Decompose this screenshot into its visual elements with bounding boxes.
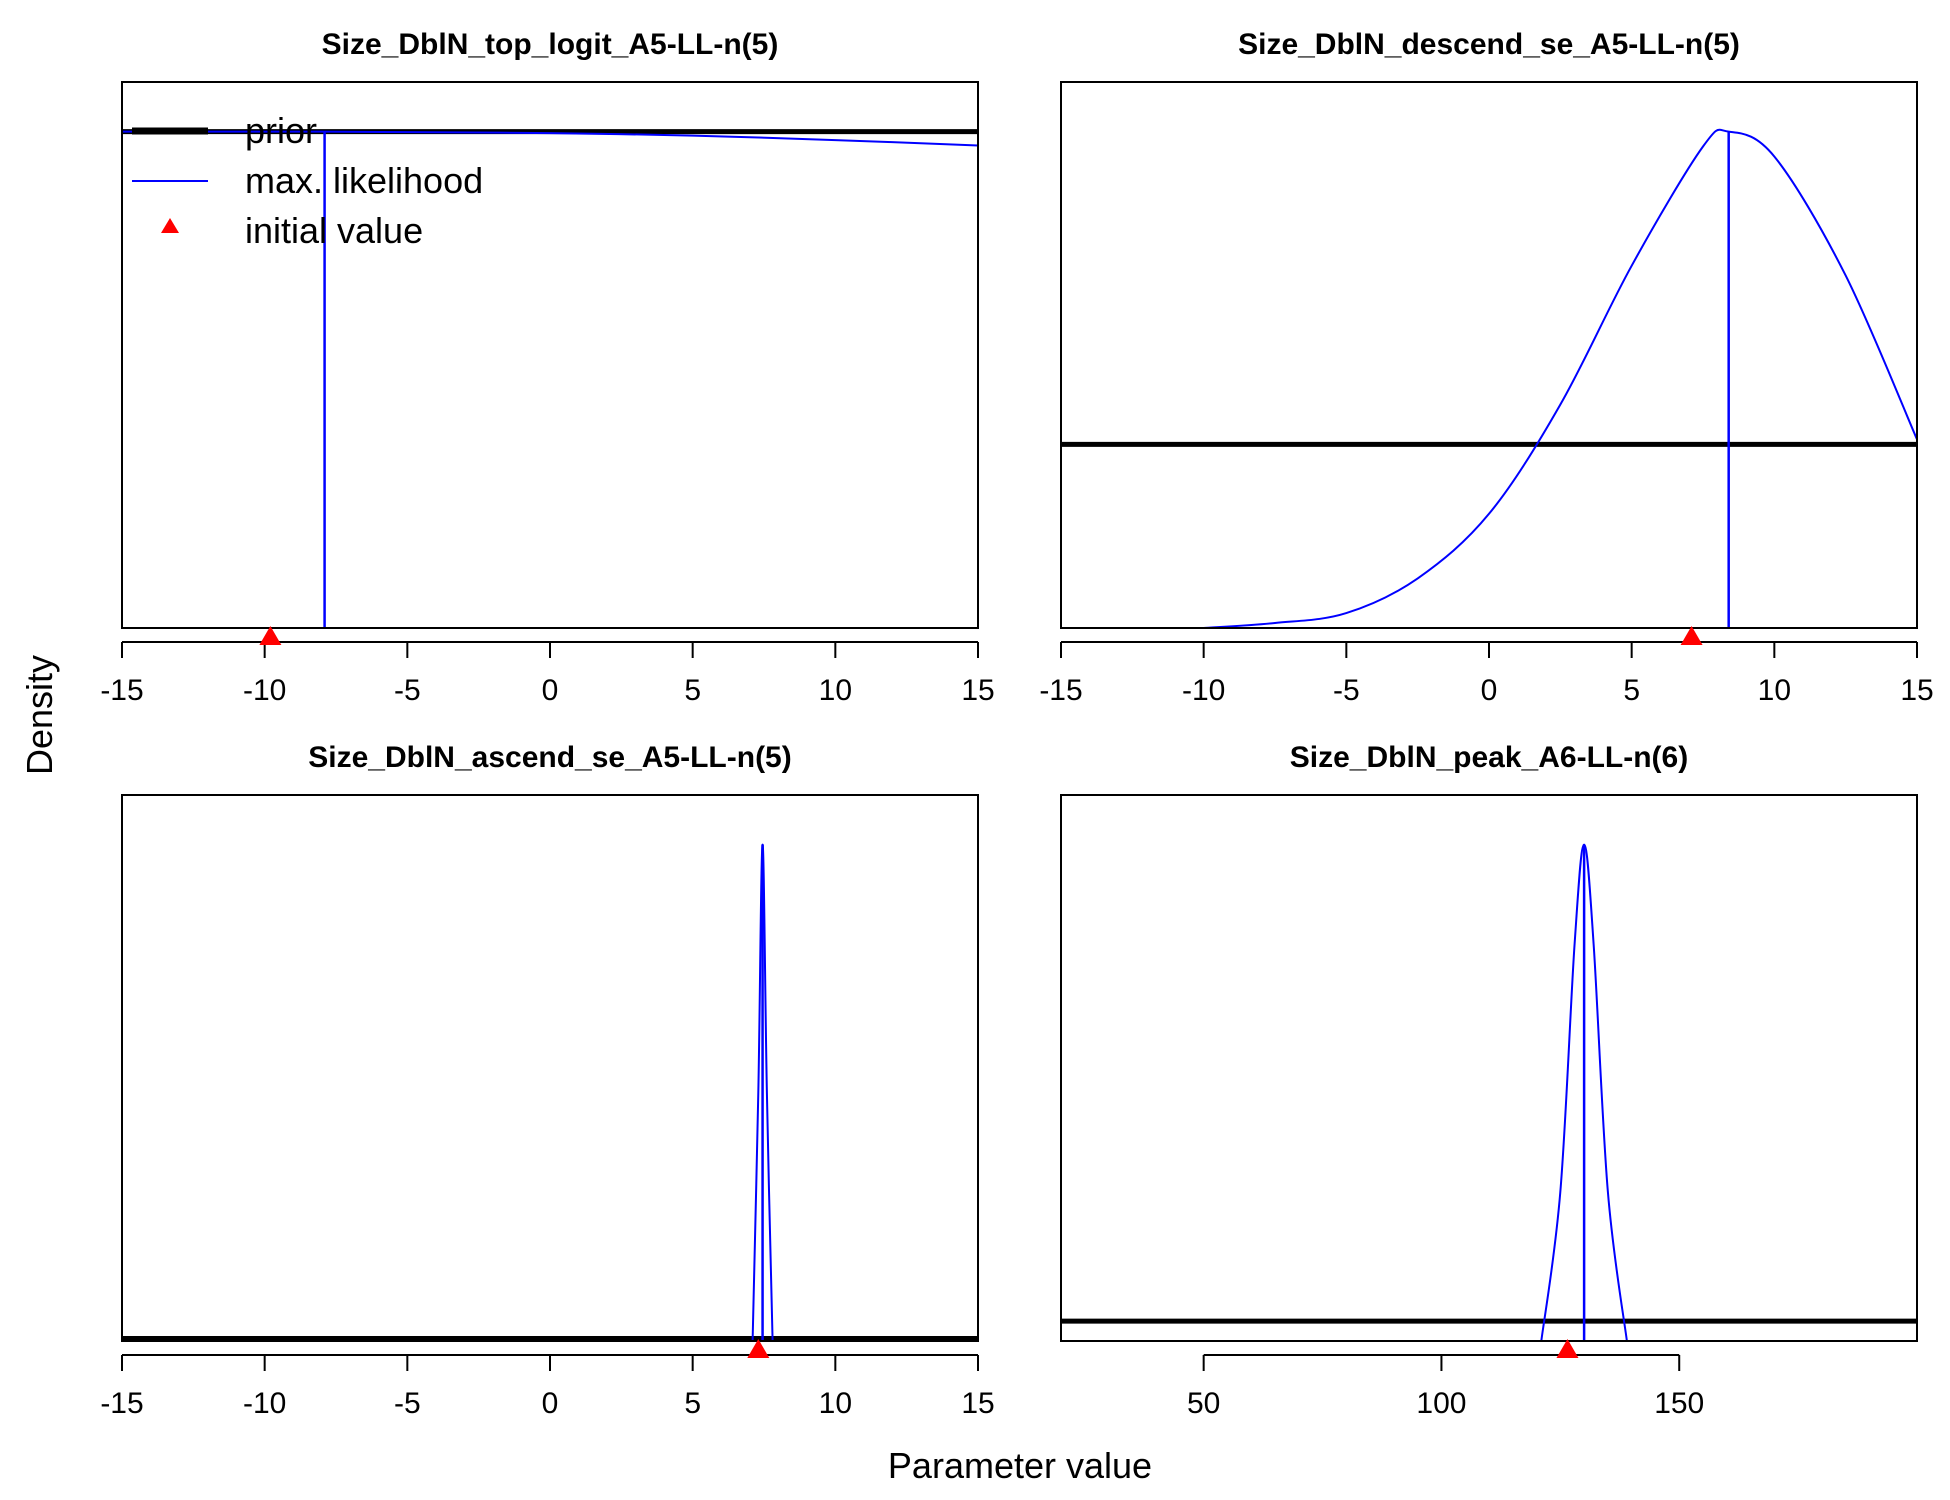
x-tick-label: -15 (100, 1387, 143, 1420)
x-tick-label: 10 (819, 1387, 852, 1420)
plot-area (1061, 843, 1917, 1341)
x-tick-label: 5 (684, 1387, 701, 1420)
x-tick-label: 10 (819, 674, 852, 707)
plot-area (122, 843, 978, 1341)
initial-value-marker (747, 1339, 770, 1358)
x-tick-label: 15 (1900, 674, 1933, 707)
x-axis: -15 -10 -5 0 5 10 15 (100, 641, 995, 707)
panel-title: Size_DblN_descend_se_A5-LL-n(5) (1238, 28, 1740, 61)
x-axis-label: Parameter value (888, 1445, 1152, 1486)
x-tick-label: 0 (1481, 674, 1498, 707)
mle-curve (122, 130, 978, 147)
plot-frame (121, 81, 979, 629)
initial-value-marker (1680, 626, 1703, 645)
initial-value-marker (259, 626, 282, 645)
x-tick-label: 15 (961, 1387, 994, 1420)
x-axis: 50 100 150 (1187, 1354, 1704, 1420)
x-tick-label: 50 (1187, 1387, 1220, 1420)
x-tick-label: 15 (961, 674, 994, 707)
panel-top-logit: Size_DblN_top_logit_A5-LL-n(5) -15 -10 -5 0 5… (100, 28, 994, 707)
y-axis-label: Density (19, 655, 60, 775)
x-tick-label: 5 (684, 674, 701, 707)
legend: prior max. likelihood initial value (132, 110, 483, 251)
legend-initial-value-label: initial value (245, 210, 423, 251)
x-tick-label: -15 (100, 674, 143, 707)
x-tick-label: -5 (394, 674, 421, 707)
x-tick-label: -10 (243, 1387, 286, 1420)
x-tick-label: 100 (1416, 1387, 1466, 1420)
plot-area (1061, 128, 1917, 628)
panel-ascend-se: Size_DblN_ascend_se_A5-LL-n(5) -15 -10 -5 0 5… (100, 741, 994, 1420)
x-tick-label: 5 (1623, 674, 1640, 707)
mle-curve (1203, 128, 1917, 628)
panel-peak: Size_DblN_peak_A6-LL-n(6) 50 100 150 (1060, 741, 1918, 1420)
x-axis: -15 -10 -5 0 5 10 15 (1039, 641, 1934, 707)
panel-descend-se: Size_DblN_descend_se_A5-LL-n(5) -15 -10 -5 0… (1039, 28, 1933, 707)
x-tick-label: -10 (1182, 674, 1225, 707)
legend-initial-value-marker (161, 218, 179, 233)
mle-curve (1540, 843, 1628, 1341)
x-tick-label: 0 (542, 674, 559, 707)
x-tick-label: 150 (1654, 1387, 1704, 1420)
legend-prior-label: prior (245, 110, 317, 151)
x-tick-label: -10 (243, 674, 286, 707)
plot-frame (121, 794, 979, 1342)
plot-frame (1060, 81, 1918, 629)
x-tick-label: -5 (1333, 674, 1360, 707)
x-tick-label: 0 (542, 1387, 559, 1420)
initial-value-marker (1556, 1339, 1579, 1358)
x-tick-label: 10 (1758, 674, 1791, 707)
x-tick-label: -5 (394, 1387, 421, 1420)
panel-title: Size_DblN_ascend_se_A5-LL-n(5) (308, 741, 792, 774)
panel-title: Size_DblN_top_logit_A5-LL-n(5) (322, 28, 779, 61)
x-tick-label: -15 (1039, 674, 1082, 707)
plot-frame (1060, 794, 1918, 1342)
panel-title: Size_DblN_peak_A6-LL-n(6) (1290, 741, 1688, 774)
x-axis: -15 -10 -5 0 5 10 15 (100, 1354, 995, 1420)
plot-area (122, 129, 978, 628)
mle-curve (751, 843, 774, 1341)
legend-mle-label: max. likelihood (245, 160, 483, 201)
